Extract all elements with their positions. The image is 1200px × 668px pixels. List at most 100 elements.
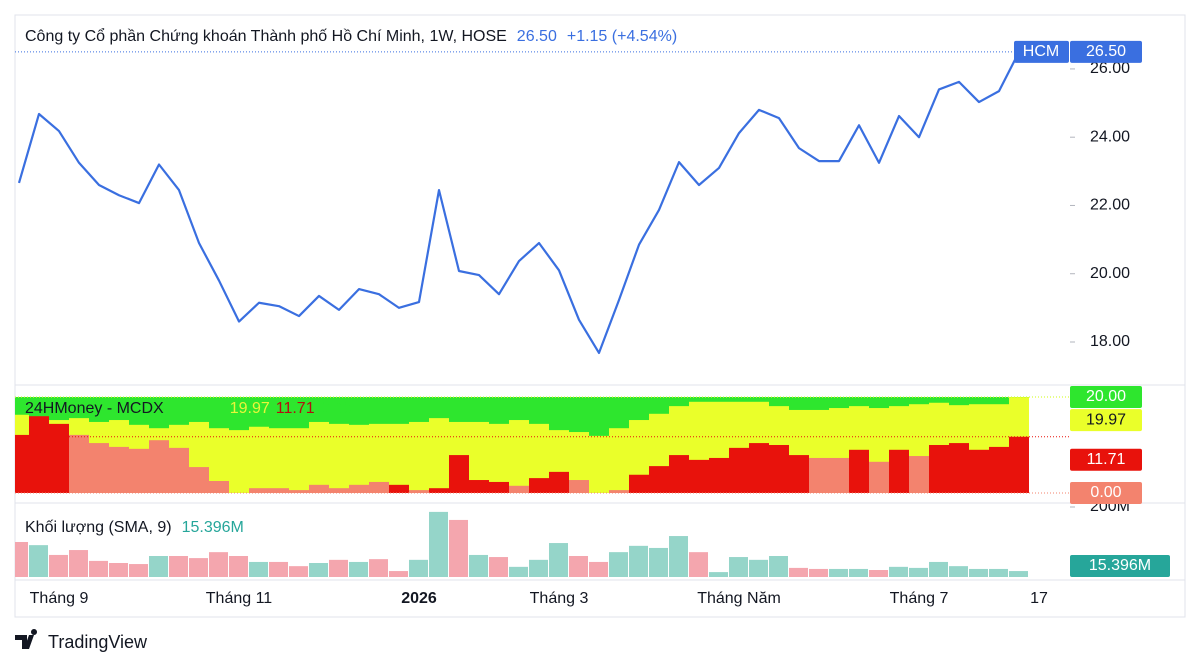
x-tick-label: 2026	[401, 590, 437, 607]
bar	[309, 421, 329, 493]
bar	[209, 428, 229, 493]
bar	[769, 444, 789, 493]
title-part: Công ty Cổ phần Chứng khoán Thành phố Hồ…	[25, 27, 507, 45]
bar	[949, 566, 968, 577]
bar	[529, 423, 549, 493]
legend-value: 15.396M	[182, 519, 244, 536]
value-tag	[1070, 385, 1142, 408]
bar	[89, 560, 108, 577]
legend-value: 0.00	[321, 400, 352, 417]
bar	[969, 568, 988, 577]
x-tick-label: Tháng 11	[206, 590, 273, 607]
bar	[349, 561, 368, 577]
x-tick-label: 17	[1030, 590, 1048, 607]
bar	[969, 449, 989, 493]
bar	[609, 490, 629, 493]
bar	[129, 448, 149, 493]
bar	[529, 559, 548, 577]
y-tick-label: 18.00	[1090, 333, 1130, 350]
bar	[269, 561, 288, 577]
bar	[869, 461, 889, 493]
bar	[389, 423, 409, 493]
bar	[189, 558, 208, 577]
bar	[1009, 436, 1029, 493]
bar	[309, 484, 329, 493]
bar	[609, 428, 629, 493]
bar	[189, 467, 209, 493]
bar	[989, 446, 1009, 493]
bar	[929, 561, 948, 577]
value-tag	[1070, 481, 1142, 504]
bar	[429, 511, 448, 577]
bar	[929, 444, 949, 493]
bar	[109, 446, 129, 493]
bar	[669, 455, 689, 493]
bar	[489, 557, 508, 577]
bar	[369, 423, 389, 493]
symbol-tag-label: HCM	[1023, 43, 1059, 60]
bar	[709, 457, 729, 493]
bar	[429, 418, 449, 493]
brand: TradingView	[48, 632, 148, 652]
bar	[409, 490, 429, 493]
title-part: 26.50	[517, 28, 557, 45]
value-tag	[1070, 409, 1142, 432]
bar	[529, 478, 549, 493]
bar	[569, 432, 589, 493]
bar	[589, 435, 609, 493]
price-line	[17, 51, 1020, 355]
bar	[369, 559, 388, 577]
bar	[489, 481, 509, 493]
bar	[689, 552, 708, 577]
chart-frame	[14, 14, 1186, 618]
sma-tag-label: 15.396M	[1089, 557, 1151, 574]
bar	[809, 457, 829, 493]
bar	[329, 559, 348, 577]
bar	[949, 443, 969, 493]
bar	[869, 569, 888, 577]
y-tick-label: 22.00	[1090, 197, 1130, 214]
bar	[749, 559, 768, 577]
y-tick-label: 24.00	[1090, 128, 1130, 145]
bar	[289, 428, 309, 493]
bar	[349, 484, 369, 493]
value-tag-label: 19.97	[1086, 411, 1126, 428]
bar	[249, 488, 269, 493]
bar	[249, 426, 269, 493]
bar	[349, 424, 369, 493]
bar	[69, 434, 89, 493]
bar	[489, 423, 509, 493]
x-tick-label: Tháng Năm	[697, 590, 781, 607]
bar	[589, 561, 608, 577]
bar	[809, 568, 828, 577]
bar	[909, 456, 929, 493]
bar	[309, 562, 328, 577]
title-part: +1.15 (+4.54%)	[567, 28, 677, 45]
logo: TradingView	[15, 628, 148, 652]
bar	[49, 554, 68, 577]
bar	[649, 466, 669, 493]
bar	[749, 443, 769, 493]
symbol-tag	[1014, 40, 1069, 63]
bar	[329, 488, 349, 493]
bar	[569, 480, 589, 493]
bar	[689, 459, 709, 493]
bar	[389, 484, 409, 493]
bar	[329, 423, 349, 493]
mcdx-legend: 24HMoney - MCDX 19.97 11.71 0.00	[25, 400, 352, 417]
y-tick-label: 26.00	[1090, 60, 1130, 77]
bar	[769, 555, 788, 577]
bar	[629, 545, 648, 577]
bar	[289, 566, 308, 577]
bar	[909, 567, 928, 577]
price-tag	[1070, 40, 1142, 63]
bar	[149, 440, 169, 493]
bar	[569, 555, 588, 577]
x-tick-label: Tháng 7	[890, 590, 949, 607]
bar	[29, 545, 48, 577]
bar	[269, 428, 289, 493]
bar	[69, 550, 88, 577]
volume-legend: Khối lượng (SMA, 9) 15.396M	[25, 519, 244, 536]
